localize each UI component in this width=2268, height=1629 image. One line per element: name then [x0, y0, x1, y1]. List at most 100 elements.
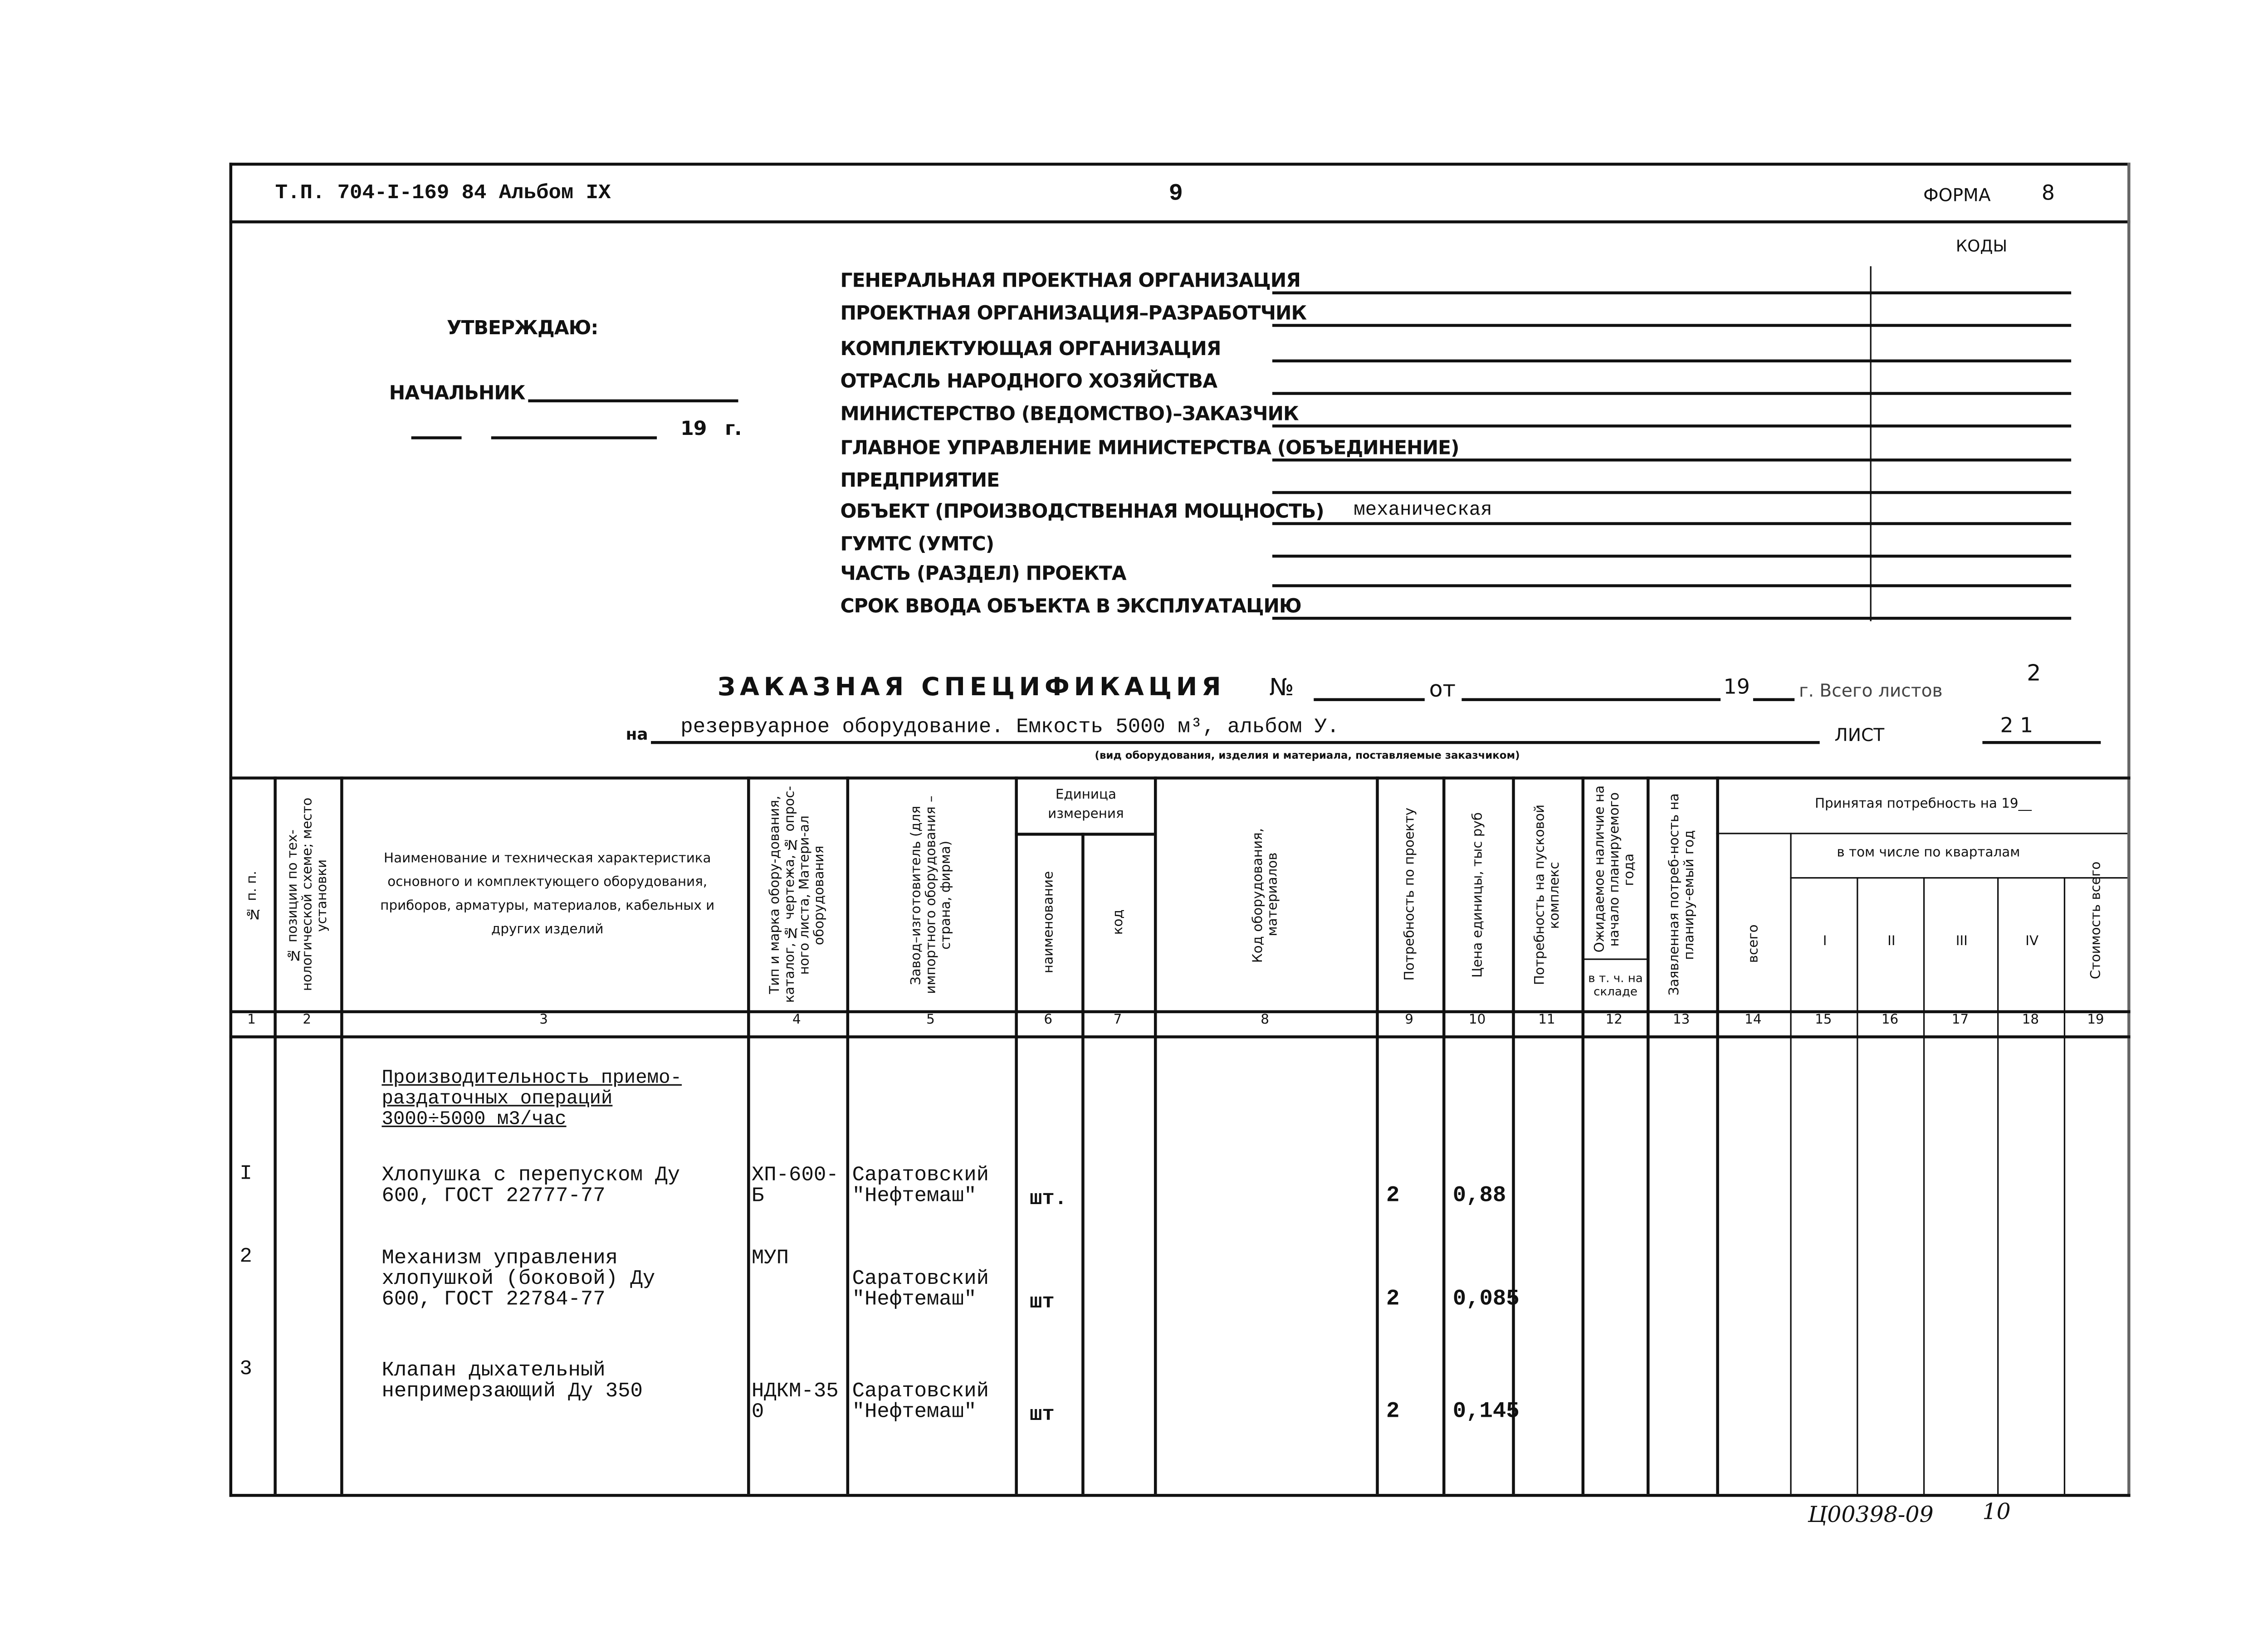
field-line[interactable]	[1272, 522, 2072, 525]
column-header-c14: всего	[1747, 923, 1762, 962]
column-divider	[1857, 877, 1858, 1494]
subject-caption: (вид оборудования, изделия и материала, …	[1095, 750, 1520, 762]
column-header-c15: I	[1823, 935, 1827, 950]
column-divider	[1923, 877, 1925, 1494]
frame-right	[2127, 162, 2131, 1497]
spec-date-line[interactable]	[1461, 698, 1721, 701]
sheet-line	[1982, 741, 2101, 743]
quarter-subheader-line	[1790, 877, 2128, 879]
field-label: ГУМТС (УМТС)	[840, 534, 995, 556]
column-divider	[1790, 833, 1792, 1494]
column-header-c3: Наименование и техническая характеристик…	[380, 852, 715, 938]
column-header-c6_7: Единица измерения	[1048, 787, 1124, 822]
item-type: МУП	[751, 1247, 789, 1271]
column-header-c7: код	[1112, 908, 1127, 934]
item-qty: 2	[1386, 1183, 1400, 1209]
column-header-c2: № позиции по тех-нологической схеме; мес…	[286, 798, 331, 992]
column-number: 13	[1672, 1013, 1690, 1028]
column-header-c12: Ожидаемое наличие на начало планируемого…	[1593, 786, 1638, 954]
item-type: ХП-600-Б	[751, 1164, 839, 1209]
column-number: 1	[247, 1013, 256, 1028]
field-line[interactable]	[1272, 424, 2072, 427]
field-line[interactable]	[1272, 291, 2072, 294]
page-number: 9	[1168, 180, 1183, 207]
doc-reference: Т.П. 704-I-169 84 Альбом IX	[275, 182, 611, 206]
year-label: 19	[1723, 676, 1750, 700]
header-divider	[229, 220, 2131, 224]
table-top	[229, 776, 2131, 780]
column-number: 15	[1815, 1013, 1832, 1028]
column-number: 16	[1881, 1013, 1899, 1028]
column-header-c10: Цена единицы, тыс руб	[1471, 812, 1486, 978]
header-bottom	[229, 1010, 2131, 1014]
column-number: 18	[2022, 1013, 2039, 1028]
item-unit: шт	[1030, 1291, 1055, 1315]
date-day-line[interactable]	[411, 436, 462, 439]
column-header-c6: наименование	[1042, 870, 1057, 973]
form-label: ФОРМА	[1923, 185, 1991, 206]
stock-subheader-line	[1583, 958, 1647, 960]
accepted-subheader-line	[1716, 833, 2128, 834]
on-label: на	[626, 725, 648, 744]
column-header-c15_18: в том числе по кварталам	[1837, 846, 2020, 861]
sheets-total: 2	[2027, 659, 2041, 687]
date-suffix: г.	[725, 419, 742, 441]
field-line[interactable]	[1272, 617, 2072, 619]
item-name: Механизм управления хлопушкой (боковой) …	[381, 1247, 655, 1312]
sheet-number: 2 1	[2000, 714, 2033, 738]
date-year: 19	[680, 419, 707, 441]
item-price: 0,88	[1452, 1183, 1506, 1209]
column-header-c1: № п. п.	[245, 870, 261, 920]
field-value[interactable]: механическая	[1354, 498, 1492, 521]
spec-subject: резервуарное оборудование. Емкость 5000 …	[680, 716, 1339, 740]
column-divider	[1512, 776, 1515, 1494]
item-maker: Саратовский "Нефтемаш"	[852, 1164, 989, 1209]
column-divider	[1376, 776, 1379, 1494]
field-label: ОТРАСЛЬ НАРОДНОГО ХОЗЯЙСТВА	[840, 371, 1218, 394]
codes-label: КОДЫ	[1955, 236, 2008, 256]
sheets-label: г. Всего листов	[1799, 680, 1943, 701]
item-unit: шт.	[1030, 1187, 1067, 1212]
row-number: I	[240, 1162, 252, 1186]
unit-subheader-line	[1015, 833, 1154, 835]
item-price: 0,145	[1452, 1399, 1520, 1424]
column-number: 4	[792, 1013, 801, 1028]
column-divider	[1081, 833, 1085, 1494]
footer-page: 10	[1982, 1498, 2011, 1525]
column-header-c9: Потребность по проекту	[1403, 808, 1418, 981]
field-line[interactable]	[1272, 324, 2072, 327]
column-number: 8	[1261, 1013, 1269, 1028]
field-line[interactable]	[1272, 491, 2072, 493]
field-line[interactable]	[1272, 555, 2072, 557]
column-number: 17	[1951, 1013, 1969, 1028]
item-name: Клапан дыхательный непримерзающий Ду 350	[381, 1359, 643, 1404]
column-number: 19	[2087, 1013, 2104, 1028]
chief-label: НАЧАЛЬНИК	[389, 383, 526, 405]
date-month-line[interactable]	[491, 436, 657, 439]
column-divider	[1716, 776, 1719, 1494]
chief-signature-line[interactable]	[528, 399, 738, 402]
spec-number-line[interactable]	[1314, 698, 1425, 701]
column-header-c4: Тип и марка обору-дования, каталог, № че…	[768, 786, 828, 1004]
subject-line	[651, 741, 1820, 743]
frame-left	[229, 162, 233, 1497]
column-header-c8: Код оборудования, материалов	[1251, 827, 1281, 962]
field-label: СРОК ВВОДА ОБЪЕКТА В ЭКСПЛУАТАЦИЮ	[840, 596, 1302, 619]
item-maker: Саратовский "Нефтемаш"	[852, 1268, 989, 1312]
column-divider	[1015, 776, 1018, 1494]
footer-code: Ц00398-09	[1808, 1501, 1934, 1528]
column-header-c11: Потребность на пусковой комплекс	[1533, 805, 1563, 985]
field-line[interactable]	[1272, 458, 2072, 461]
field-label: МИНИСТЕРСТВО (ВЕДОМСТВО)–ЗАКАЗЧИК	[840, 404, 1299, 426]
column-number: 11	[1538, 1013, 1555, 1028]
field-label: КОМПЛЕКТУЮЩАЯ ОРГАНИЗАЦИЯ	[840, 338, 1222, 361]
year-line	[1753, 698, 1795, 701]
item-price: 0,085	[1452, 1287, 1520, 1312]
column-header-c5: Завод–изготовитель (для импортного обору…	[909, 795, 954, 994]
column-divider	[274, 776, 277, 1494]
section-heading: Производительность приемо-раздаточных оп…	[381, 1066, 682, 1130]
field-line[interactable]	[1272, 392, 2072, 395]
field-line[interactable]	[1272, 359, 2072, 362]
column-divider	[1997, 877, 1999, 1494]
field-line[interactable]	[1272, 584, 2072, 587]
